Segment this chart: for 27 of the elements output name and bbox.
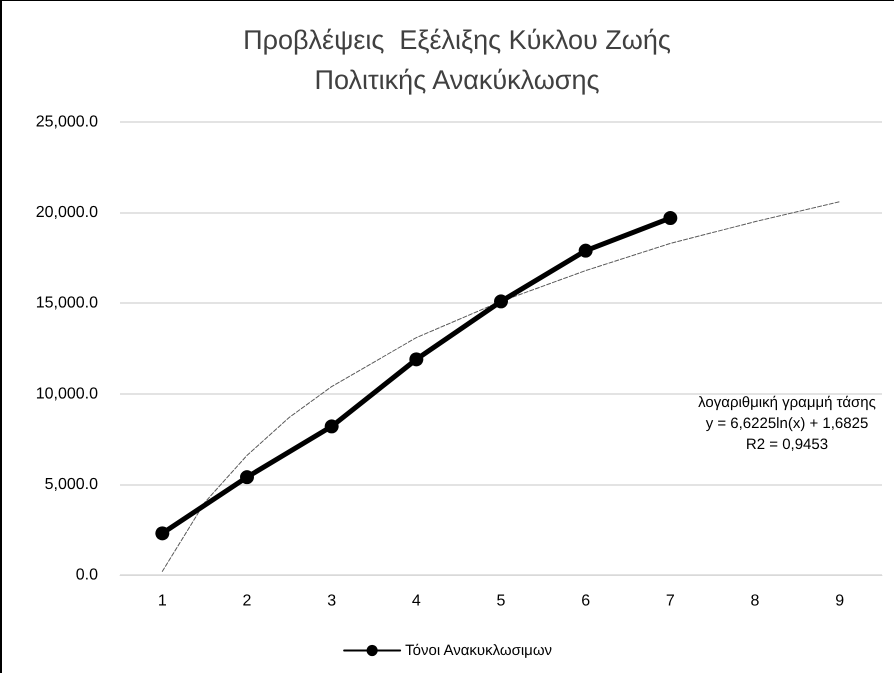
point xyxy=(240,470,254,484)
annotation: R2 = 0,9453 xyxy=(746,436,828,453)
x-tick-label: 3 xyxy=(327,592,336,610)
y-tick-label: 5,000.0 xyxy=(44,476,98,493)
point xyxy=(578,244,593,258)
y-tick-label: 15,000.0 xyxy=(36,294,98,312)
chart-title: Προβλέψεις Εξέλιξης Κύκλου Ζωής Πολιτικής Ανακύκλωσης xyxy=(243,25,671,95)
x-tick-label: 4 xyxy=(412,592,421,610)
point xyxy=(663,211,678,226)
x-tick-label: 7 xyxy=(666,592,675,610)
x-tick-label: 1 xyxy=(158,592,167,610)
annotation: λογαριθμική γραμμή τάσης xyxy=(698,394,876,411)
x-tick-label: 5 xyxy=(496,592,506,610)
x-tick-label: 9 xyxy=(835,592,844,610)
x-tick-label: 8 xyxy=(750,592,760,610)
point xyxy=(155,526,170,540)
annotation: y = 6,6225ln(x) + 1,6825 xyxy=(706,415,868,432)
x-tick-label: 2 xyxy=(242,592,252,610)
y-tick-label: 20,000.0 xyxy=(36,204,98,222)
point xyxy=(409,352,424,366)
legend-label: Τόνοι Ανακυκλωσιμων xyxy=(405,642,552,659)
point xyxy=(324,419,339,434)
point xyxy=(494,294,508,308)
y-tick-label: 10,000.0 xyxy=(36,385,98,402)
y-tick-label: 25,000.0 xyxy=(36,114,98,130)
x-tick-label: 6 xyxy=(581,592,590,610)
y-tick-label: 0.0 xyxy=(76,566,98,584)
